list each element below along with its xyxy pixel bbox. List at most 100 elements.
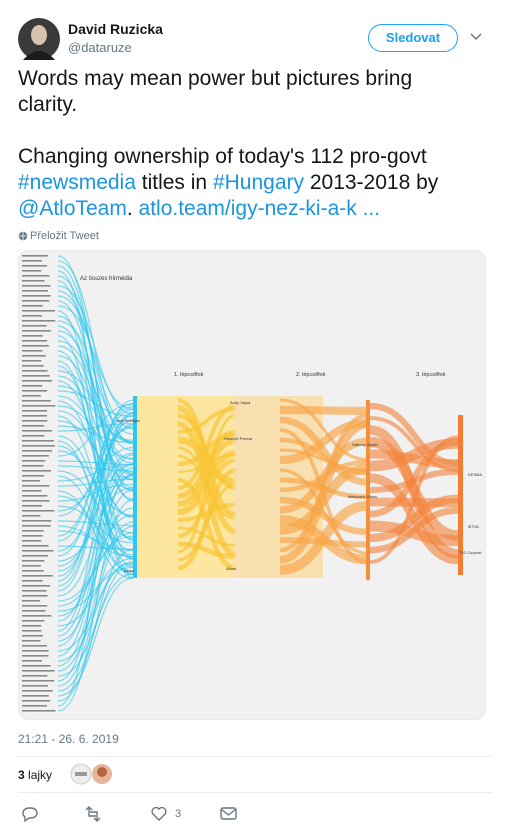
flow xyxy=(177,458,237,539)
flow xyxy=(57,507,134,642)
flow xyxy=(57,405,134,460)
likes-summary[interactable]: 3 lajky xyxy=(18,768,52,782)
flow xyxy=(57,561,134,662)
title-placeholder xyxy=(22,570,44,572)
title-placeholder xyxy=(22,385,43,387)
title-placeholder xyxy=(22,640,41,642)
like-count: 3 xyxy=(175,808,182,820)
title-placeholder xyxy=(22,685,48,687)
title-placeholder xyxy=(22,575,53,577)
title-placeholder xyxy=(22,615,52,617)
title-placeholder xyxy=(22,275,50,277)
tweet-line: #newsmedia titles in #Hungary 2013-2018 … xyxy=(18,170,498,196)
title-placeholder xyxy=(22,335,43,337)
flow xyxy=(57,463,134,567)
flow xyxy=(57,411,134,632)
flow xyxy=(57,460,134,465)
title-placeholder xyxy=(22,635,43,637)
title-placeholder xyxy=(22,380,53,382)
title-placeholder xyxy=(22,265,48,267)
liker-avatars[interactable] xyxy=(70,762,116,786)
title-placeholder xyxy=(22,360,42,362)
step-label: 3. lépcsőfok xyxy=(416,372,446,378)
menu-chevron[interactable] xyxy=(470,32,482,42)
title-placeholder xyxy=(22,330,51,332)
flow xyxy=(57,400,134,518)
tweet-image[interactable]: Az összes hírmédia 1. lépcsőfok 2. lépcs… xyxy=(18,250,486,720)
flow xyxy=(57,420,134,480)
flow xyxy=(57,499,134,712)
flow xyxy=(57,412,134,707)
tweet-segment: . xyxy=(126,197,139,220)
message-button[interactable] xyxy=(220,807,237,820)
title-placeholder xyxy=(22,255,48,257)
title-placeholder xyxy=(22,480,41,482)
step-label: 2. lépcsőfok xyxy=(296,372,326,378)
title-placeholder xyxy=(22,485,50,487)
title-placeholder xyxy=(22,560,45,562)
translate-link[interactable]: Přeložit Tweet xyxy=(30,230,99,242)
title-placeholder xyxy=(22,395,41,397)
title-placeholder xyxy=(22,495,48,497)
flow xyxy=(57,315,134,481)
title-placeholder xyxy=(22,285,51,287)
timestamp[interactable]: 21:21 - 26. 6. 2019 xyxy=(18,732,119,746)
flow xyxy=(369,416,459,472)
flow xyxy=(57,408,134,557)
node-label: Axel Springer xyxy=(116,418,141,423)
node-label: Állam xyxy=(226,566,237,571)
reply-button[interactable] xyxy=(22,807,38,823)
follow-button[interactable]: Sledovat xyxy=(368,24,458,52)
user-name[interactable]: David Ruzicka xyxy=(68,21,163,37)
like-button[interactable] xyxy=(151,806,167,821)
tweet-link[interactable]: #newsmedia xyxy=(18,171,136,194)
node xyxy=(366,400,370,580)
title-placeholder xyxy=(22,710,56,712)
title-placeholder xyxy=(22,260,42,262)
title-placeholder xyxy=(22,695,49,697)
user-handle[interactable]: @dataruze xyxy=(68,40,132,55)
flow xyxy=(279,405,369,416)
title-placeholder xyxy=(22,320,56,322)
likes-label: lajky xyxy=(28,768,53,782)
title-placeholder xyxy=(22,465,44,467)
title-placeholder xyxy=(22,680,55,682)
title-placeholder xyxy=(22,580,43,582)
flow xyxy=(369,494,459,543)
tweet-segment: clarity. xyxy=(18,93,78,116)
title-placeholder xyxy=(22,555,48,557)
tweet-segment: 2013-2018 by xyxy=(304,171,439,194)
title-placeholder xyxy=(22,315,42,317)
title-placeholder xyxy=(22,455,49,457)
title-placeholder xyxy=(22,470,51,472)
title-placeholder xyxy=(22,565,42,567)
retweet-button[interactable] xyxy=(85,806,101,822)
tweet-link[interactable]: @AtloTeam xyxy=(18,197,127,220)
flow xyxy=(57,474,134,682)
flow xyxy=(177,468,237,571)
tweet-link[interactable]: #Hungary xyxy=(212,171,304,194)
node-label: Heinrich Pecina xyxy=(224,436,253,441)
title-placeholder xyxy=(22,600,41,602)
globe-icon xyxy=(18,231,28,241)
flow xyxy=(57,532,134,607)
title-placeholder xyxy=(22,530,44,532)
flow xyxy=(57,345,134,461)
flow xyxy=(279,420,369,565)
title-placeholder xyxy=(22,660,42,662)
tweet-link[interactable]: atlo.team/igy-nez-ki-a-k ... xyxy=(138,197,381,220)
title-placeholder xyxy=(22,655,49,657)
title-placeholder xyxy=(22,605,48,607)
flow xyxy=(57,370,134,444)
flow xyxy=(57,399,134,582)
tweet-text: Words may mean power but pictures bring c… xyxy=(18,66,498,222)
avatar[interactable] xyxy=(18,18,60,60)
flow xyxy=(57,320,134,435)
title-placeholder xyxy=(22,475,45,477)
title-placeholder xyxy=(22,460,46,462)
title-placeholder xyxy=(22,390,48,392)
title-placeholder xyxy=(22,620,45,622)
node-label: Állam xyxy=(124,568,135,573)
divider xyxy=(18,792,492,793)
